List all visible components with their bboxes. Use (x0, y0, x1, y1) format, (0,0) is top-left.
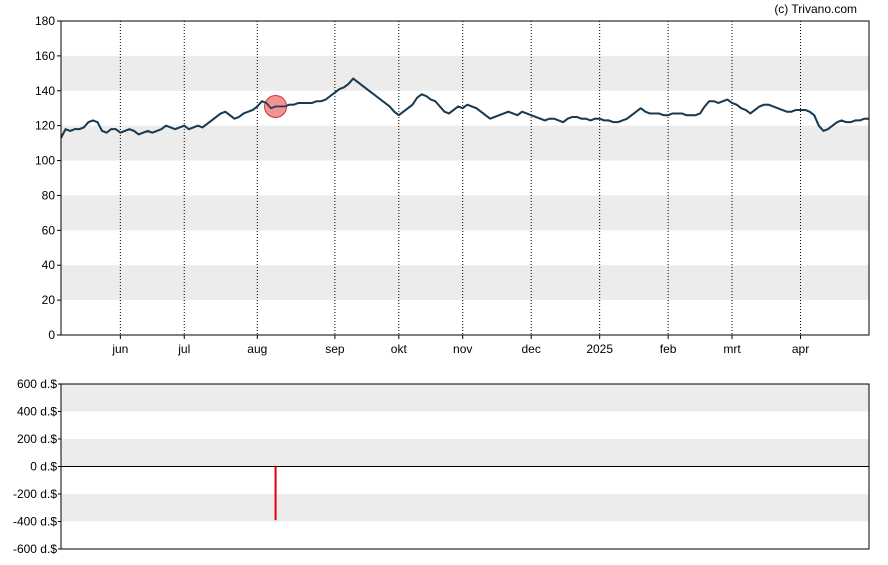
x-tick-label: aug (247, 342, 267, 356)
top-band (61, 265, 869, 301)
top-y-tick-label: 100 (35, 154, 55, 168)
bottom-chart-bands (61, 384, 869, 522)
bottom-band (61, 439, 869, 467)
bottom-y-tick-label: 200 d.$ (17, 432, 57, 446)
x-tick-label: okt (391, 342, 408, 356)
top-band (61, 195, 869, 231)
x-tick-label: jul (177, 342, 190, 356)
top-y-tick-label: 40 (42, 258, 56, 272)
top-y-tick-label: 60 (42, 223, 56, 237)
x-tick-label: nov (453, 342, 472, 356)
top-y-tick-label: 180 (35, 14, 55, 28)
top-chart-frame (60, 20, 870, 336)
top-y-tick-label: 160 (35, 49, 55, 63)
credit-text: (c) Trivano.com (774, 2, 857, 16)
bottom-chart-y-axis: 600 d.$ 400 d.$ 200 d.$ 0 d.$ -200 d.$ -400 d… (13, 377, 61, 556)
x-tick-label: 2025 (586, 342, 613, 356)
bottom-band (61, 384, 869, 412)
bottom-y-tick-label: 0 d.$ (30, 460, 57, 474)
x-tick-label: jun (111, 342, 128, 356)
bottom-y-tick-label: 400 d.$ (17, 405, 57, 419)
x-tick-label: sep (325, 342, 345, 356)
x-tick-label: mrt (723, 342, 741, 356)
top-chart-x-axis: jun jul aug sep okt nov dec 2025 feb mrt apr (111, 335, 809, 356)
top-y-tick-label: 80 (42, 188, 56, 202)
bottom-chart-frame (60, 383, 870, 550)
bottom-y-tick-label: -200 d.$ (13, 487, 57, 501)
top-chart-y-axis: 0 20 40 60 80 100 120 140 160 180 (35, 14, 61, 342)
x-tick-label: feb (660, 342, 677, 356)
top-chart-bands (61, 55, 869, 301)
top-y-tick-label: 0 (48, 328, 55, 342)
top-y-tick-label: 120 (35, 119, 55, 133)
bottom-y-tick-label: -400 d.$ (13, 515, 57, 529)
top-chart-series (60, 77, 869, 139)
bottom-band (61, 494, 869, 522)
x-tick-label: apr (792, 342, 809, 356)
top-band (61, 55, 869, 91)
top-band (61, 125, 869, 161)
top-y-tick-label: 20 (42, 293, 56, 307)
top-chart-month-gridlines (119, 21, 802, 335)
top-y-tick-label: 140 (35, 84, 55, 98)
bottom-y-tick-label: -600 d.$ (13, 542, 57, 556)
bottom-y-tick-label: 600 d.$ (17, 377, 57, 391)
x-tick-label: dec (522, 342, 541, 356)
price-line-overlay (60, 77, 869, 139)
